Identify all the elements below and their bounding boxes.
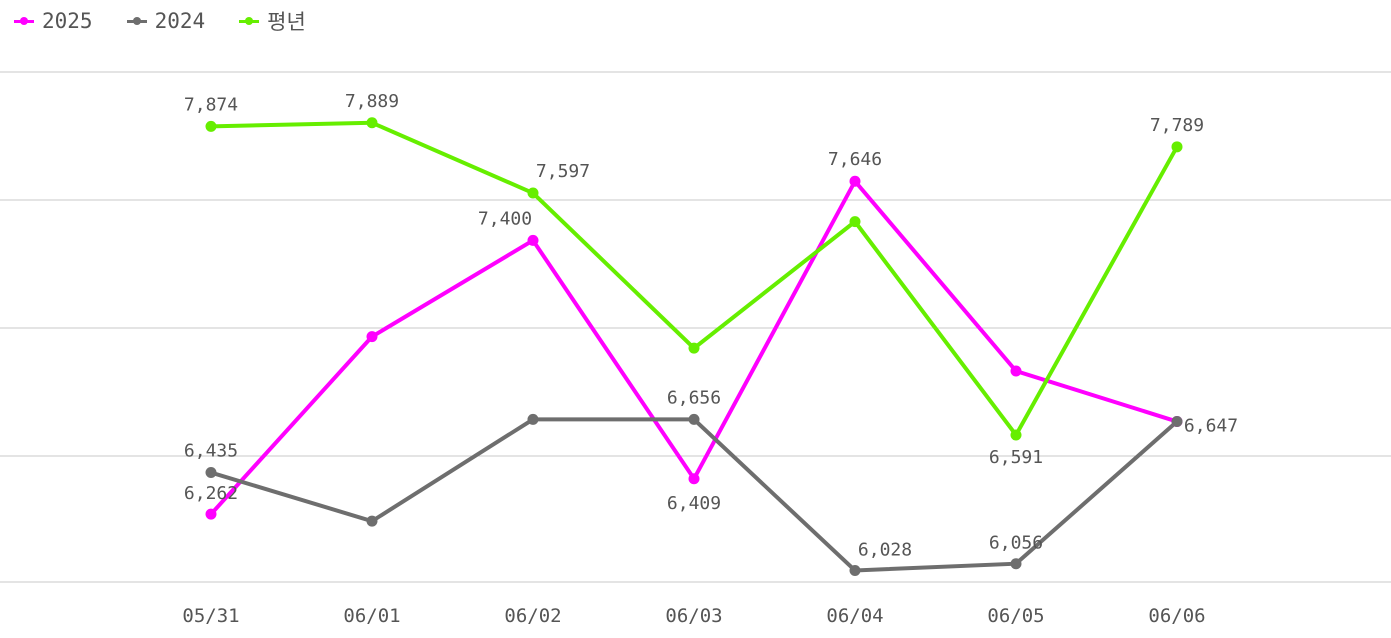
data-point (1171, 141, 1183, 153)
legend-swatch (126, 15, 147, 27)
x-tick-label: 05/31 (182, 605, 239, 627)
x-tick-label: 06/04 (826, 605, 883, 627)
data-point (1010, 365, 1022, 377)
data-point (205, 508, 217, 520)
data-label: 7,597 (536, 161, 590, 182)
data-label: 6,262 (184, 483, 238, 504)
data-label: 7,889 (345, 91, 399, 112)
legend-item: 평년 (239, 6, 306, 36)
data-label: 6,409 (667, 493, 721, 514)
legend-item: 2025 (14, 9, 93, 33)
data-point (849, 175, 861, 187)
x-tick-label: 06/05 (987, 605, 1044, 627)
data-label: 7,646 (828, 149, 882, 170)
data-label: 6,656 (667, 387, 721, 408)
legend-label: 평년 (267, 10, 306, 34)
legend-label: 2025 (42, 9, 93, 33)
data-label: 6,028 (858, 539, 912, 560)
data-label: 6,435 (184, 441, 238, 462)
data-label: 6,591 (989, 447, 1043, 468)
x-tick-label: 06/06 (1148, 605, 1205, 627)
data-point (688, 413, 700, 425)
x-tick-label: 06/01 (343, 605, 400, 627)
data-point (366, 117, 378, 129)
legend-label: 2024 (154, 9, 206, 33)
data-label: 7,874 (184, 94, 238, 115)
legend-swatch (14, 15, 34, 27)
data-point (849, 564, 861, 576)
data-point (688, 473, 700, 485)
data-point (205, 120, 217, 132)
legend-swatch (239, 15, 260, 27)
data-point (366, 331, 378, 343)
data-label: 6,056 (989, 533, 1043, 554)
data-point (205, 467, 217, 479)
data-point (527, 413, 539, 425)
x-tick-label: 06/03 (665, 605, 722, 627)
data-point (366, 515, 378, 527)
legend: 2025 2024 평년 (14, 6, 306, 36)
x-tick-label: 06/02 (504, 605, 561, 627)
legend-item: 2024 (126, 9, 206, 33)
data-point (1010, 558, 1022, 570)
data-point (688, 342, 700, 354)
data-label: 7,789 (1150, 115, 1204, 136)
data-point (849, 216, 861, 228)
data-point (527, 234, 539, 246)
data-point (1010, 429, 1022, 441)
data-label: 6,647 (1184, 416, 1238, 437)
data-label: 7,400 (478, 208, 532, 229)
data-point (527, 187, 539, 199)
data-point (1171, 416, 1183, 428)
